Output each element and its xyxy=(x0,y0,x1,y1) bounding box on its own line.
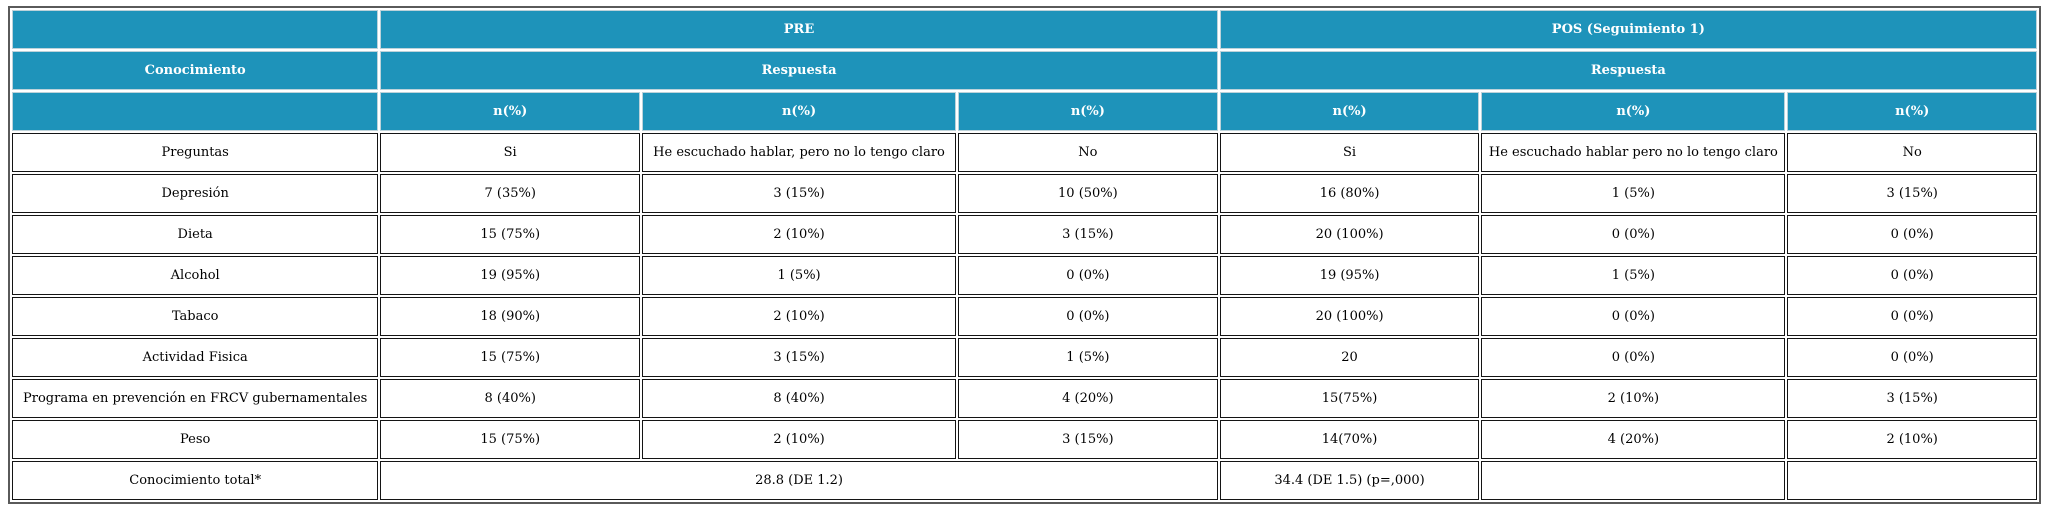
header-npct: n(%) xyxy=(1787,92,2037,131)
total-pre-value: 28.8 (DE 1.2) xyxy=(380,461,1218,500)
data-cell: 4 (20%) xyxy=(958,379,1218,418)
data-cell: 15 (75%) xyxy=(380,420,641,459)
data-cell: 3 (15%) xyxy=(642,338,957,377)
data-cell: 8 (40%) xyxy=(380,379,641,418)
data-cell: 2 (10%) xyxy=(1481,379,1786,418)
data-cell: 3 (15%) xyxy=(1787,379,2037,418)
header-respuesta-pos: Respuesta xyxy=(1219,51,2037,90)
data-cell: 0 (0%) xyxy=(1481,297,1786,336)
data-cell: 3 (15%) xyxy=(958,420,1218,459)
data-cell: 8 (40%) xyxy=(642,379,957,418)
row-label-preguntas: Preguntas xyxy=(12,133,379,172)
header-row-respuesta: Conocimiento Respuesta Respuesta xyxy=(12,51,2037,90)
data-cell: 0 (0%) xyxy=(1787,256,2037,295)
row-label-total: Conocimiento total* xyxy=(12,461,379,500)
table-row-tabaco: Tabaco 18 (90%) 2 (10%) 0 (0%) 20 (100%)… xyxy=(12,297,2037,336)
header-npct-empty xyxy=(12,92,379,131)
table-row-alcohol: Alcohol 19 (95%) 1 (5%) 0 (0%) 19 (95%) … xyxy=(12,256,2037,295)
data-cell: 0 (0%) xyxy=(958,256,1218,295)
response-option-pos-si: Si xyxy=(1219,133,1480,172)
data-cell: 3 (15%) xyxy=(958,215,1218,254)
data-cell: 20 xyxy=(1219,338,1480,377)
row-label: Depresión xyxy=(12,174,379,213)
row-label: Alcohol xyxy=(12,256,379,295)
response-option-pre-escuchado: He escuchado hablar, pero no lo tengo cl… xyxy=(642,133,957,172)
header-npct: n(%) xyxy=(1219,92,1480,131)
data-cell: 19 (95%) xyxy=(380,256,641,295)
header-npct: n(%) xyxy=(642,92,957,131)
response-option-pos-no: No xyxy=(1787,133,2037,172)
data-cell: 10 (50%) xyxy=(958,174,1218,213)
data-cell: 2 (10%) xyxy=(642,215,957,254)
total-pos-si-value: 34.4 (DE 1.5) (p=,000) xyxy=(1219,461,1480,500)
data-cell: 0 (0%) xyxy=(1481,215,1786,254)
header-npct: n(%) xyxy=(380,92,641,131)
data-cell: 0 (0%) xyxy=(958,297,1218,336)
data-cell: 15 (75%) xyxy=(380,338,641,377)
data-cell: 0 (0%) xyxy=(1787,338,2037,377)
data-cell: 1 (5%) xyxy=(1481,256,1786,295)
knowledge-results-table: PRE POS (Seguimiento 1) Conocimiento Res… xyxy=(8,6,2041,504)
preguntas-row: Preguntas Si He escuchado hablar, pero n… xyxy=(12,133,2037,172)
data-cell: 3 (15%) xyxy=(1787,174,2037,213)
total-pos-no-empty xyxy=(1787,461,2037,500)
data-cell: 0 (0%) xyxy=(1787,215,2037,254)
data-cell: 4 (20%) xyxy=(1481,420,1786,459)
table-row-dieta: Dieta 15 (75%) 2 (10%) 3 (15%) 20 (100%)… xyxy=(12,215,2037,254)
data-cell: 20 (100%) xyxy=(1219,215,1480,254)
data-cell: 3 (15%) xyxy=(642,174,957,213)
header-pre: PRE xyxy=(380,10,1218,49)
row-label: Programa en prevención en FRCV gubername… xyxy=(12,379,379,418)
row-label: Dieta xyxy=(12,215,379,254)
data-cell: 19 (95%) xyxy=(1219,256,1480,295)
data-cell: 14(70%) xyxy=(1219,420,1480,459)
data-cell: 2 (10%) xyxy=(1787,420,2037,459)
header-pos: POS (Seguimiento 1) xyxy=(1219,10,2037,49)
response-option-pre-no: No xyxy=(958,133,1218,172)
data-cell: 16 (80%) xyxy=(1219,174,1480,213)
header-conocimiento: Conocimiento xyxy=(12,51,379,90)
table-row-depresion: Depresión 7 (35%) 3 (15%) 10 (50%) 16 (8… xyxy=(12,174,2037,213)
header-row-phase: PRE POS (Seguimiento 1) xyxy=(12,10,2037,49)
data-cell: 7 (35%) xyxy=(380,174,641,213)
header-npct: n(%) xyxy=(958,92,1218,131)
response-option-pos-escuchado: He escuchado hablar pero no lo tengo cla… xyxy=(1481,133,1786,172)
data-cell: 15(75%) xyxy=(1219,379,1480,418)
data-cell: 1 (5%) xyxy=(958,338,1218,377)
data-cell: 18 (90%) xyxy=(380,297,641,336)
data-cell: 15 (75%) xyxy=(380,215,641,254)
row-label: Tabaco xyxy=(12,297,379,336)
header-npct: n(%) xyxy=(1481,92,1786,131)
table-row-peso: Peso 15 (75%) 2 (10%) 3 (15%) 14(70%) 4 … xyxy=(12,420,2037,459)
total-pos-mid-empty xyxy=(1481,461,1786,500)
table-row-programa-frcv: Programa en prevención en FRCV gubername… xyxy=(12,379,2037,418)
header-row-npct: n(%) n(%) n(%) n(%) n(%) n(%) xyxy=(12,92,2037,131)
data-cell: 0 (0%) xyxy=(1787,297,2037,336)
header-respuesta-pre: Respuesta xyxy=(380,51,1218,90)
row-label: Actividad Fisica xyxy=(12,338,379,377)
response-option-pre-si: Si xyxy=(380,133,641,172)
data-cell: 0 (0%) xyxy=(1481,338,1786,377)
data-cell: 2 (10%) xyxy=(642,297,957,336)
row-label: Peso xyxy=(12,420,379,459)
header-corner-empty xyxy=(12,10,379,49)
table-row-actividad-fisica: Actividad Fisica 15 (75%) 3 (15%) 1 (5%)… xyxy=(12,338,2037,377)
data-cell: 1 (5%) xyxy=(1481,174,1786,213)
data-cell: 2 (10%) xyxy=(642,420,957,459)
data-cell: 1 (5%) xyxy=(642,256,957,295)
data-cell: 20 (100%) xyxy=(1219,297,1480,336)
total-row: Conocimiento total* 28.8 (DE 1.2) 34.4 (… xyxy=(12,461,2037,500)
